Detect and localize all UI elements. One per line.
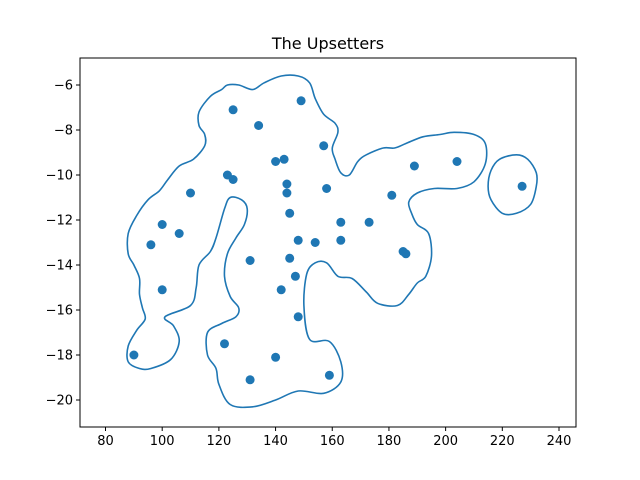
plot-frame (79, 57, 577, 428)
y-tick-label: −16 (46, 304, 73, 319)
chart-title: The Upsetters (271, 34, 384, 53)
scatter-point-1 (129, 350, 139, 360)
contour-line-2 (487, 153, 538, 216)
x-tick-label: 200 (433, 434, 458, 449)
scatter-point-35 (401, 249, 411, 259)
scatter-point-28 (322, 184, 332, 193)
scatter-point-30 (336, 217, 346, 227)
scatter-point-38 (517, 181, 527, 191)
x-tick-label: 80 (97, 434, 114, 449)
y-axis: −6 −8 −10 −12 −14 −16 −18 −20 (46, 79, 80, 409)
scatter-point-14 (271, 157, 281, 166)
scatter-point-4 (157, 285, 167, 295)
scatter-points (129, 96, 527, 385)
y-tick-label: −20 (46, 394, 73, 409)
scatter-point-33 (387, 190, 397, 200)
scatter-point-31 (336, 235, 346, 245)
y-tick-label: −6 (54, 79, 73, 94)
x-axis: 80 100 120 140 160 180 200 220 240 (97, 427, 571, 449)
x-tick-label: 160 (320, 434, 345, 449)
scatter-point-29 (324, 370, 334, 380)
y-tick-label: −10 (46, 169, 73, 184)
scatter-point-27 (319, 141, 329, 151)
y-tick-label: −14 (46, 259, 73, 274)
scatter-point-10 (228, 105, 238, 115)
scatter-point-23 (293, 235, 303, 245)
scatter-point-19 (282, 188, 292, 198)
scatter-point-11 (245, 256, 255, 265)
scatter-point-15 (271, 352, 281, 362)
scatter-point-26 (310, 238, 320, 247)
scatter-point-12 (245, 375, 255, 385)
scatter-point-6 (186, 188, 195, 198)
scatter-point-20 (285, 208, 295, 218)
x-tick-label: 220 (490, 434, 515, 449)
scatter-point-32 (364, 217, 374, 227)
x-tick-label: 140 (263, 434, 288, 449)
scatter-point-18 (282, 179, 292, 189)
scatter-point-3 (157, 220, 167, 229)
y-tick-label: −12 (46, 214, 73, 229)
scatter-point-7 (220, 339, 229, 349)
scatter-point-37 (452, 157, 462, 166)
x-tick-label: 120 (206, 434, 231, 449)
scatter-point-22 (290, 271, 300, 281)
scatter-point-25 (296, 96, 306, 106)
scatter-point-5 (174, 229, 184, 238)
x-tick-label: 180 (377, 434, 402, 449)
contour-lines (126, 74, 538, 409)
scatter-point-21 (285, 253, 295, 263)
scatter-point-13 (254, 121, 264, 130)
y-tick-label: −18 (46, 349, 73, 364)
scatter-point-36 (409, 161, 419, 171)
x-tick-label: 240 (547, 434, 572, 449)
scatter-point-24 (293, 312, 303, 322)
scatter-point-9 (228, 175, 238, 184)
y-tick-label: −8 (54, 124, 73, 139)
scatter-point-16 (276, 285, 286, 295)
contour-line-1 (126, 74, 488, 409)
x-tick-label: 100 (150, 434, 175, 449)
scatter-point-2 (146, 240, 156, 250)
scatter-point-17 (279, 154, 289, 164)
